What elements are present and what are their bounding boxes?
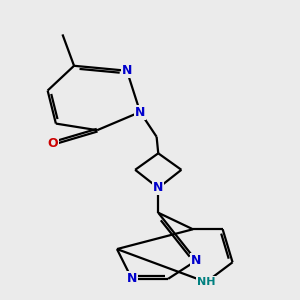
Text: N: N <box>191 254 201 267</box>
Text: N: N <box>122 64 132 77</box>
Text: N: N <box>127 272 137 285</box>
Text: N: N <box>135 106 145 118</box>
Text: O: O <box>47 137 58 150</box>
Text: NH: NH <box>197 277 215 287</box>
Text: N: N <box>153 182 164 194</box>
